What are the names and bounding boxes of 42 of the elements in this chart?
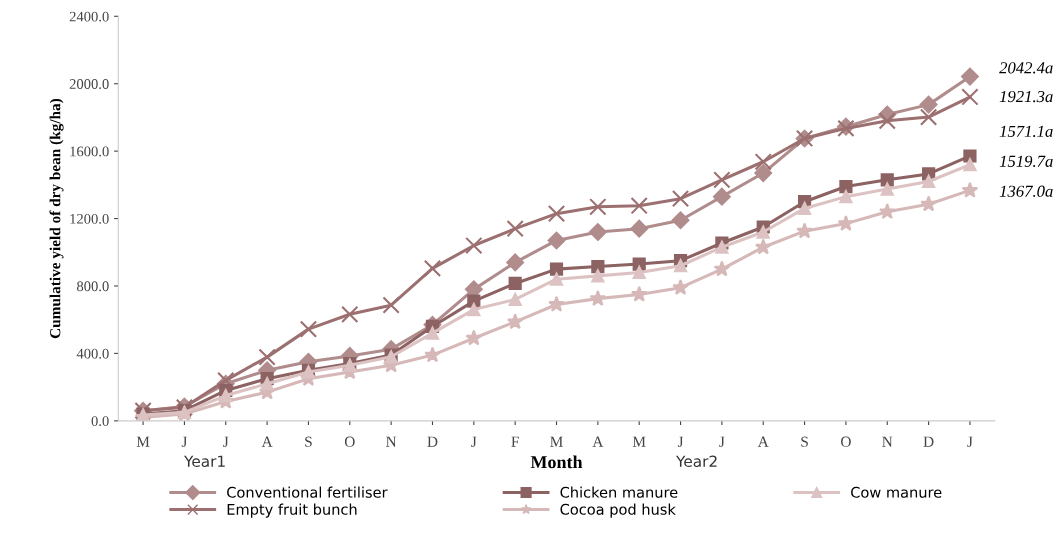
- y-tick-label: 800.0: [76, 281, 109, 292]
- y-tick-label: 400.0: [76, 348, 109, 359]
- x-tick-label: A: [261, 436, 273, 447]
- x-tick-label: J: [181, 436, 188, 447]
- y-tick-label: 2400.0: [69, 11, 109, 22]
- x-tick-label: J: [677, 436, 684, 447]
- text: 1921.3a: [999, 90, 1053, 103]
- x-tick-label: M: [550, 436, 563, 447]
- x-axis-title: Month: [530, 455, 583, 469]
- x-tick-label: F: [511, 436, 519, 447]
- legend-label: Empty fruit bunch: [227, 503, 357, 518]
- x-tick-label: O: [344, 436, 355, 447]
- y-axis-title: Cumulative yield of dry bean (kg/ha): [49, 98, 64, 339]
- x-tick-label: J: [719, 436, 725, 447]
- text: Year1: [184, 455, 225, 468]
- x-tick-label: N: [386, 436, 397, 447]
- x-tick-label: D: [427, 436, 438, 447]
- x-tick-label: O: [841, 436, 851, 447]
- y-tick-label: 1200.0: [70, 213, 109, 224]
- x-tick-label: N: [882, 436, 893, 447]
- x-tick-label: J: [223, 436, 229, 447]
- x-tick-label: J: [967, 436, 973, 447]
- x-tick-label: M: [136, 436, 150, 447]
- text: Year2: [676, 455, 717, 468]
- x-tick-label: M: [632, 436, 646, 447]
- y-tick-label: 0.0: [91, 416, 109, 427]
- x-tick-label: A: [757, 436, 769, 447]
- text: 1571.1a: [999, 125, 1053, 138]
- x-tick-label: S: [801, 436, 808, 447]
- text: 2042.4a: [999, 62, 1053, 74]
- y-tick-label: 1600.0: [70, 146, 109, 157]
- x-tick-label: S: [305, 436, 312, 447]
- legend-label: Cow manure: [851, 486, 942, 498]
- x-tick-label: A: [592, 436, 604, 447]
- legend-label: Cocoa pod husk: [560, 503, 676, 518]
- x-tick-label: J: [471, 436, 477, 447]
- y-tick-label: 2000.0: [69, 79, 109, 89]
- text: 1367.0a: [999, 185, 1053, 197]
- x-tick-label: D: [923, 436, 934, 447]
- text: 1519.7a: [999, 155, 1053, 167]
- legend-label: Conventional fertiliser: [227, 486, 388, 498]
- legend-label: Chicken manure: [560, 486, 678, 498]
